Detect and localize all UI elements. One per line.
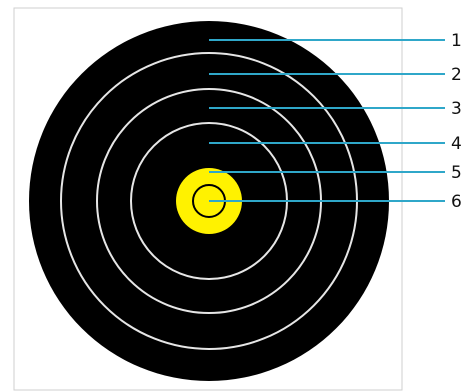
ring-label-6: 6 bbox=[451, 192, 462, 212]
ring-label-2: 2 bbox=[451, 65, 462, 85]
ring-label-5: 5 bbox=[451, 163, 462, 183]
ring-label-3: 3 bbox=[451, 99, 462, 119]
ring-label-1: 1 bbox=[451, 31, 462, 51]
ring-label-4: 4 bbox=[451, 134, 462, 154]
